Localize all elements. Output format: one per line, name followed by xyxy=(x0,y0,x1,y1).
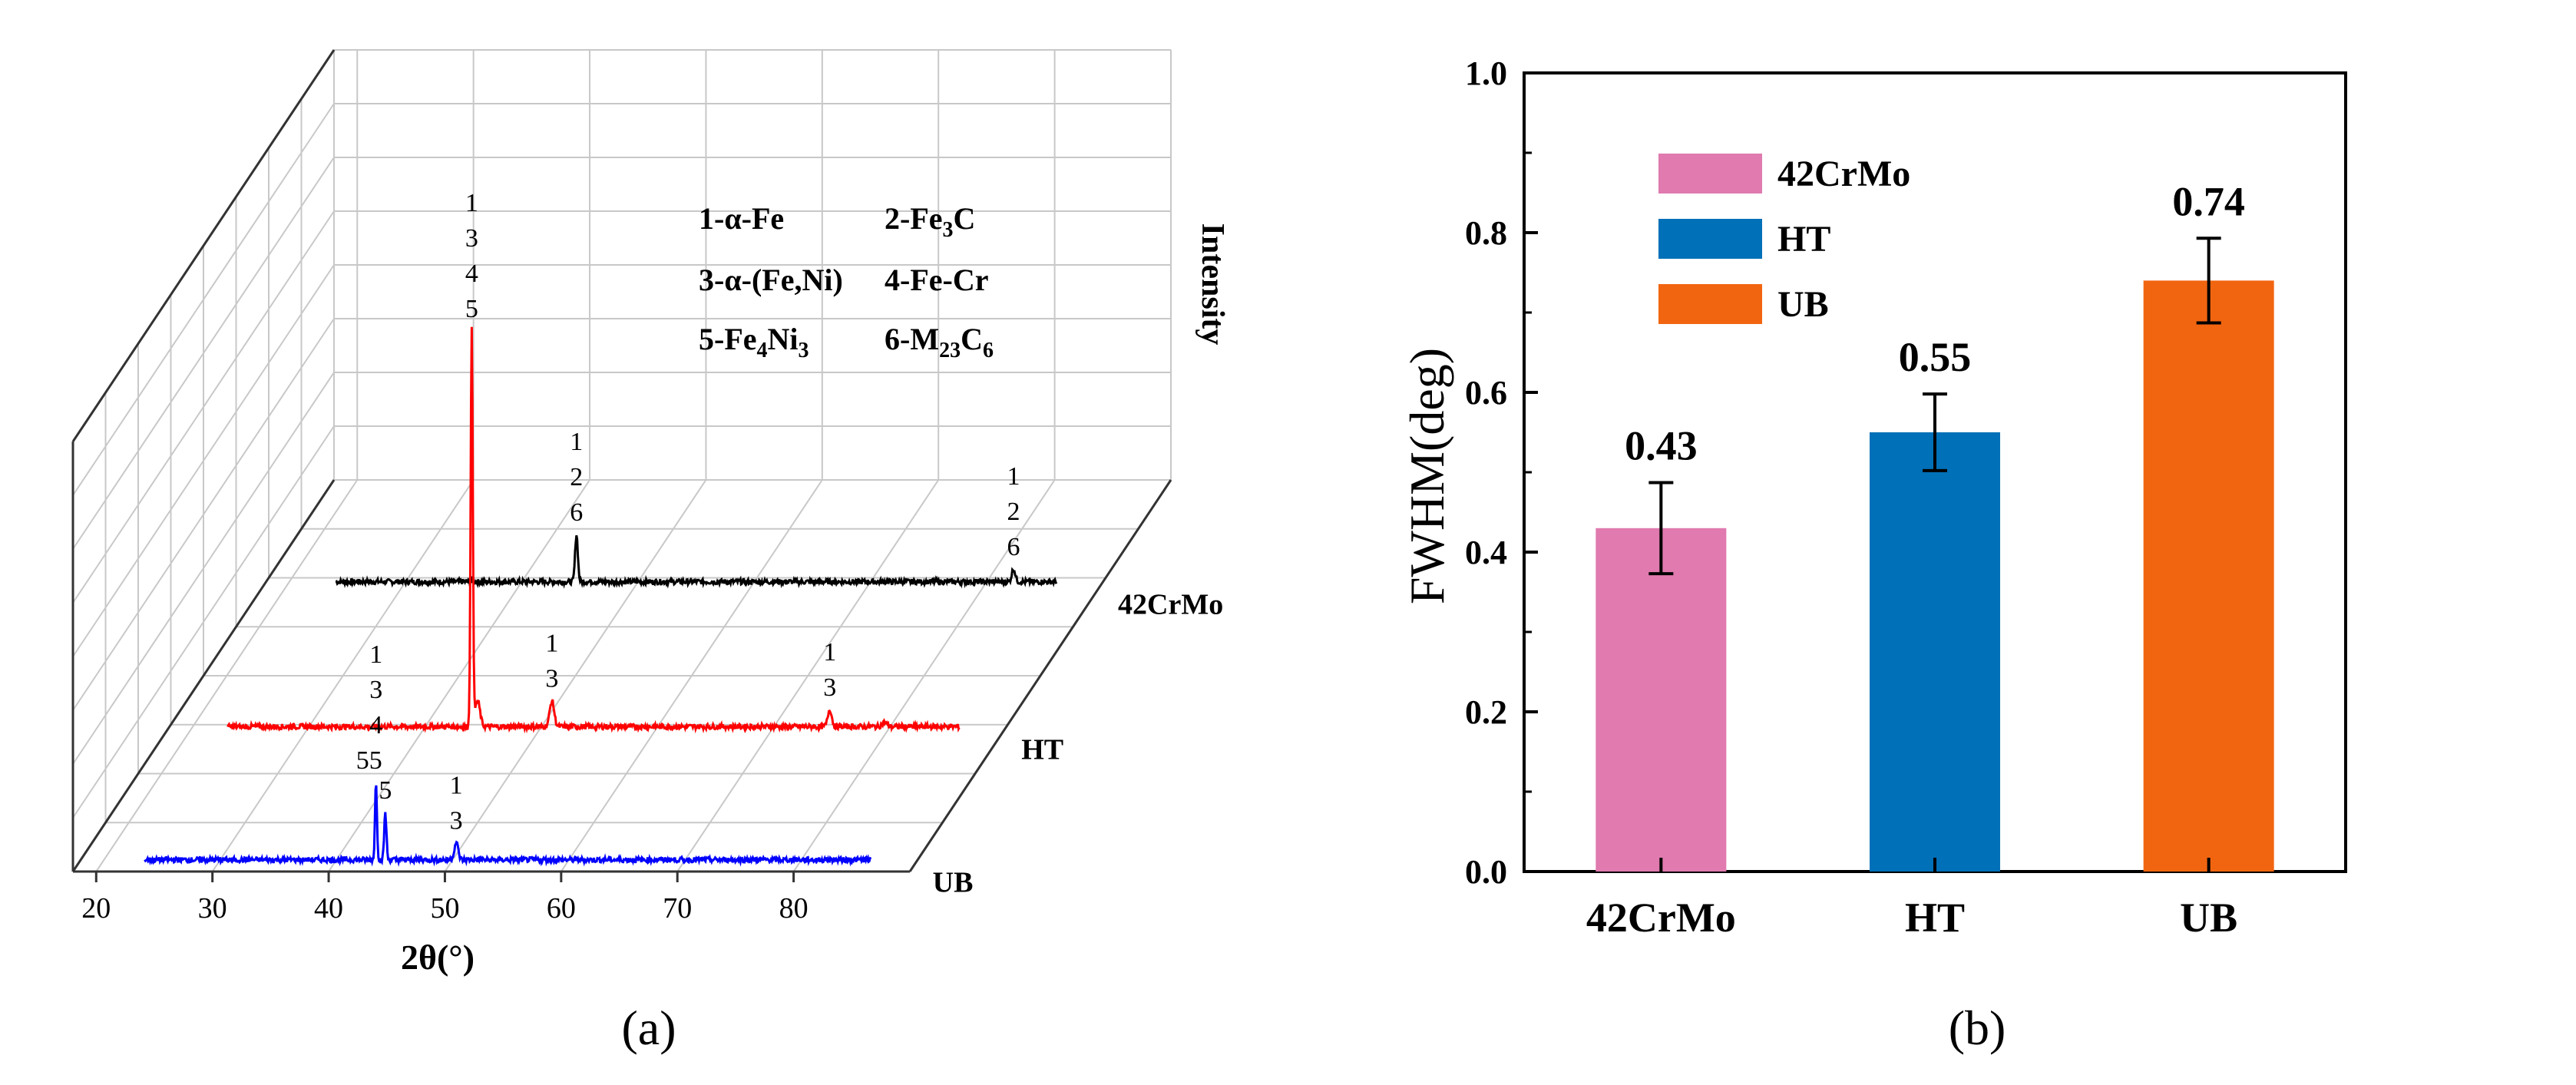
panel-label-b: (b) xyxy=(1949,1001,2006,1055)
peak-label: 4 xyxy=(465,260,478,288)
legend-swatch-ub xyxy=(1658,284,1762,324)
series-line-42crmo xyxy=(335,535,1058,589)
legend-label: HT xyxy=(1777,219,1830,260)
phase-legend-item: 3-α-(Fe,Ni) xyxy=(699,263,843,297)
bar-category-label: HT xyxy=(1905,895,1965,941)
peak-label: 1 xyxy=(823,638,836,667)
waterfall-x-tick-label: 80 xyxy=(779,892,809,925)
bar-y-tick-label: 0.6 xyxy=(1465,374,1507,412)
bar-y-tick-label: 0.4 xyxy=(1465,534,1507,571)
bar-category-label: UB xyxy=(2180,895,2237,941)
peak-label: 3 xyxy=(450,806,463,835)
phase-legend: 1-α-Fe 2-Fe3C 3-α-(Fe,Ni) 4-Fe-Cr 5-Fe4N… xyxy=(699,201,994,362)
phase-legend-item: 1-α-Fe xyxy=(699,201,784,236)
peak-label: 5 xyxy=(379,776,392,805)
waterfall-series xyxy=(144,326,1058,867)
bar-ub xyxy=(2143,280,2274,872)
peak-label: 5 xyxy=(465,295,478,323)
bar-y-tick-label: 0.0 xyxy=(1465,853,1507,891)
series-name-ub: UB xyxy=(933,867,974,899)
series-name-42crmo: 42CrMo xyxy=(1118,589,1223,621)
bar-y-axis-label: FWHM(deg) xyxy=(1400,348,1454,604)
waterfall-frame xyxy=(71,49,1172,873)
peak-label: 1 xyxy=(465,189,478,217)
peak-label: 1 xyxy=(570,428,583,456)
peak-label: 1 xyxy=(545,630,558,658)
peak-label: 3 xyxy=(369,676,382,704)
panel-label-a: (a) xyxy=(621,1001,676,1055)
fwhm-bar-panel: 0.0 0.2 0.4 0.6 0.8 1.0 0.43 0.55 0.74 42CrMo HT… xyxy=(1400,55,2347,1055)
peak-label: 2 xyxy=(1007,498,1020,526)
waterfall-x-tick-label: 40 xyxy=(314,892,343,925)
peak-label: 3 xyxy=(545,665,558,693)
waterfall-x-ticks: 20 30 40 50 60 70 80 xyxy=(81,872,809,925)
bar-category-labels: 42CrMo HT UB xyxy=(1586,858,2237,941)
peak-label: 4 xyxy=(369,711,382,739)
bar-category-label: 42CrMo xyxy=(1586,895,1736,941)
waterfall-x-tick-label: 50 xyxy=(430,892,459,925)
bar-y-tick-label: 1.0 xyxy=(1465,55,1507,92)
series-name-ht: HT xyxy=(1021,733,1063,766)
peak-label: 3 xyxy=(465,224,478,253)
series-line-ub xyxy=(144,785,872,867)
legend-label: UB xyxy=(1777,284,1829,325)
phase-legend-item: 4-Fe-Cr xyxy=(885,263,988,297)
phase-legend-item: 5-Fe4Ni3 xyxy=(699,322,809,362)
peak-label: 6 xyxy=(1007,533,1020,561)
bar-ht xyxy=(1870,432,2000,872)
peak-label: 1 xyxy=(1007,462,1020,491)
bar-42crmo xyxy=(1596,528,1727,872)
bar-y-tick-label: 0.8 xyxy=(1465,214,1507,252)
phase-legend-item: 6-M23C6 xyxy=(885,322,994,362)
bars: 0.43 0.55 0.74 xyxy=(1596,178,2274,872)
legend-swatch-42crmo xyxy=(1658,154,1762,194)
waterfall-x-tick-label: 30 xyxy=(198,892,227,925)
bar-y-tick-label: 0.2 xyxy=(1465,693,1507,731)
waterfall-y-axis-label: Intensity xyxy=(1195,223,1230,346)
peak-label: 2 xyxy=(570,463,583,491)
peak-label: 1 xyxy=(450,771,463,799)
bar-value-label: 0.74 xyxy=(2172,178,2245,224)
waterfall-x-axis-label: 2θ(°) xyxy=(401,938,475,977)
waterfall-x-tick-label: 70 xyxy=(663,892,692,925)
bar-legend: 42CrMo HT UB xyxy=(1658,154,1910,325)
legend-label: 42CrMo xyxy=(1777,154,1910,194)
waterfall-grid xyxy=(72,49,1172,872)
legend-swatch-ht xyxy=(1658,219,1762,259)
bar-y-ticks: 0.0 0.2 0.4 0.6 0.8 1.0 xyxy=(1465,55,1538,891)
bar-value-label: 0.43 xyxy=(1625,423,1698,469)
peak-label: 1 xyxy=(369,640,382,669)
peak-label: 55 xyxy=(356,746,382,775)
xrd-waterfall-panel: 20 30 40 50 60 70 80 2θ(°) Intensity 1 2 6 1 2 6 1 3 4… xyxy=(71,49,1230,1055)
phase-legend-item: 2-Fe3C xyxy=(885,201,975,242)
bar-value-label: 0.55 xyxy=(1899,334,1972,380)
peak-label: 6 xyxy=(570,498,583,527)
waterfall-x-tick-label: 60 xyxy=(547,892,576,925)
waterfall-x-tick-label: 20 xyxy=(81,892,111,925)
waterfall-series-names: 42CrMo HT UB xyxy=(933,589,1224,899)
series-line-ht xyxy=(227,326,961,734)
peak-label: 3 xyxy=(823,673,836,702)
